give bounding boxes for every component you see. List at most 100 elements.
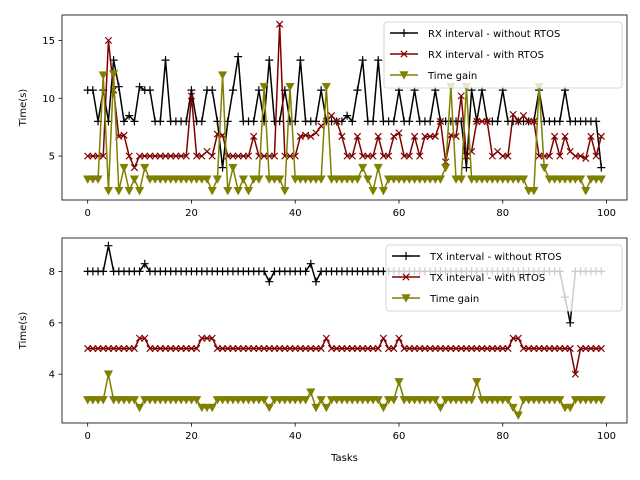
data-point bbox=[519, 111, 528, 120]
data-point bbox=[518, 175, 529, 184]
data-point bbox=[125, 111, 134, 120]
data-point bbox=[442, 344, 450, 353]
data-point bbox=[539, 163, 549, 173]
data-point bbox=[109, 344, 118, 353]
data-point bbox=[250, 132, 258, 141]
y-tick-label: 8 bbox=[49, 267, 55, 278]
data-point bbox=[353, 344, 362, 353]
data-point bbox=[576, 344, 585, 353]
data-point bbox=[514, 334, 522, 342]
data-point bbox=[234, 152, 242, 160]
data-point bbox=[311, 277, 320, 286]
data-point bbox=[156, 117, 165, 126]
data-point bbox=[228, 86, 237, 95]
data-point bbox=[369, 117, 378, 126]
data-point bbox=[405, 344, 413, 353]
data-point bbox=[193, 344, 201, 353]
data-point bbox=[311, 117, 320, 126]
data-point bbox=[130, 164, 139, 172]
data-point bbox=[218, 344, 227, 353]
data-point bbox=[525, 117, 533, 125]
series-line-1 bbox=[87, 337, 602, 375]
data-point bbox=[156, 152, 164, 160]
data-point bbox=[280, 187, 290, 196]
data-point bbox=[390, 344, 398, 353]
data-point bbox=[478, 344, 486, 353]
data-point bbox=[369, 152, 377, 160]
data-point bbox=[317, 86, 326, 95]
data-point bbox=[556, 344, 564, 353]
data-point bbox=[260, 344, 268, 353]
x-tick-label: 20 bbox=[185, 431, 198, 442]
data-point bbox=[120, 117, 128, 126]
x-tick-label: 80 bbox=[496, 431, 509, 442]
data-point bbox=[119, 163, 129, 173]
data-point bbox=[172, 344, 180, 353]
data-point bbox=[301, 267, 310, 276]
data-point bbox=[259, 396, 269, 405]
legend-marker bbox=[400, 50, 408, 58]
x-tick-label: 20 bbox=[185, 208, 198, 219]
data-point bbox=[182, 344, 190, 353]
data-point bbox=[141, 334, 149, 342]
data-point bbox=[104, 241, 113, 250]
data-point bbox=[368, 187, 378, 196]
data-point bbox=[435, 175, 446, 184]
series-line-2 bbox=[87, 73, 602, 192]
data-point bbox=[140, 163, 150, 173]
axes-frame bbox=[61, 237, 628, 424]
data-point bbox=[555, 396, 565, 405]
data-point bbox=[161, 344, 170, 353]
data-point bbox=[234, 344, 242, 353]
data-point bbox=[208, 334, 216, 342]
data-point bbox=[202, 175, 212, 184]
data-point bbox=[109, 70, 119, 79]
data-point bbox=[125, 344, 133, 353]
data-point bbox=[130, 344, 139, 353]
data-point bbox=[192, 396, 202, 405]
data-point bbox=[400, 344, 408, 353]
data-point bbox=[135, 334, 144, 342]
data-point bbox=[504, 152, 512, 160]
data-point bbox=[456, 175, 466, 184]
data-point bbox=[115, 344, 123, 353]
y-tick-label: 5 bbox=[49, 152, 55, 163]
data-point bbox=[394, 378, 404, 387]
data-point bbox=[508, 403, 518, 413]
data-point bbox=[466, 396, 477, 405]
x-tick-label: 60 bbox=[393, 208, 406, 219]
data-point bbox=[260, 267, 269, 276]
data-point bbox=[307, 132, 315, 141]
data-point bbox=[281, 344, 289, 353]
data-point bbox=[566, 344, 574, 353]
data-point bbox=[348, 344, 356, 353]
data-point bbox=[587, 132, 595, 141]
data-point bbox=[467, 344, 476, 353]
x-tick-label: 40 bbox=[289, 208, 302, 219]
data-point bbox=[270, 344, 279, 353]
data-point bbox=[436, 117, 445, 125]
data-point bbox=[114, 82, 123, 91]
data-point bbox=[582, 154, 590, 162]
y-tick-label: 6 bbox=[49, 318, 55, 329]
data-point bbox=[84, 152, 92, 160]
data-point bbox=[98, 396, 108, 405]
data-point bbox=[426, 132, 434, 141]
data-point bbox=[151, 152, 159, 160]
data-point bbox=[134, 187, 145, 196]
data-point bbox=[478, 117, 486, 125]
data-point bbox=[571, 370, 580, 378]
data-point bbox=[286, 152, 294, 160]
data-point bbox=[363, 175, 373, 184]
data-point bbox=[353, 132, 362, 141]
data-point bbox=[89, 152, 97, 160]
x-tick-label: 100 bbox=[597, 431, 616, 442]
data-point bbox=[378, 403, 389, 413]
data-point bbox=[503, 396, 513, 405]
data-point bbox=[130, 117, 139, 126]
data-point bbox=[565, 403, 575, 413]
data-point bbox=[426, 344, 434, 353]
data-point bbox=[223, 187, 233, 196]
data-point bbox=[255, 344, 263, 353]
data-point bbox=[416, 152, 424, 160]
